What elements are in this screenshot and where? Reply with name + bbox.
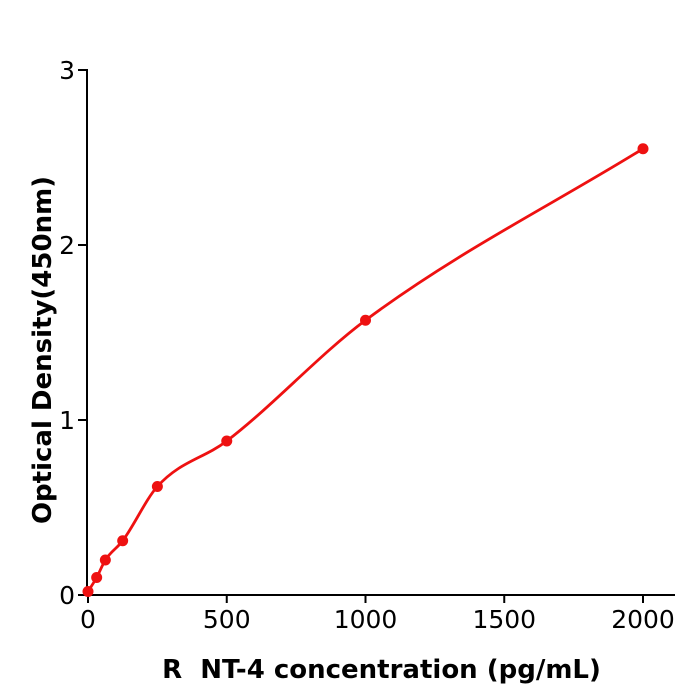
x-tick-label: 1000 bbox=[334, 605, 398, 634]
x-tick-label: 500 bbox=[203, 605, 251, 634]
x-tick-label: 0 bbox=[80, 605, 96, 634]
data-point bbox=[221, 435, 233, 447]
data-point bbox=[91, 572, 103, 583]
y-axis-title: Optical Density(450nm) bbox=[28, 175, 58, 525]
data-point bbox=[360, 314, 371, 326]
y-tick-label: 0 bbox=[59, 581, 75, 610]
x-tick-label: 2000 bbox=[611, 605, 675, 634]
data-point bbox=[117, 535, 129, 547]
data-point bbox=[99, 554, 111, 566]
y-tick-label: 2 bbox=[59, 231, 75, 260]
x-tick-label: 1500 bbox=[472, 605, 536, 634]
y-tick-label: 1 bbox=[59, 406, 75, 435]
data-point bbox=[82, 586, 94, 597]
standard-curve-line bbox=[86, 147, 645, 593]
y-tick-label: 3 bbox=[59, 56, 75, 85]
x-axis-title: R NT-4 concentration (pg/mL) bbox=[162, 655, 601, 685]
data-point bbox=[151, 481, 163, 492]
data-point bbox=[637, 143, 649, 155]
